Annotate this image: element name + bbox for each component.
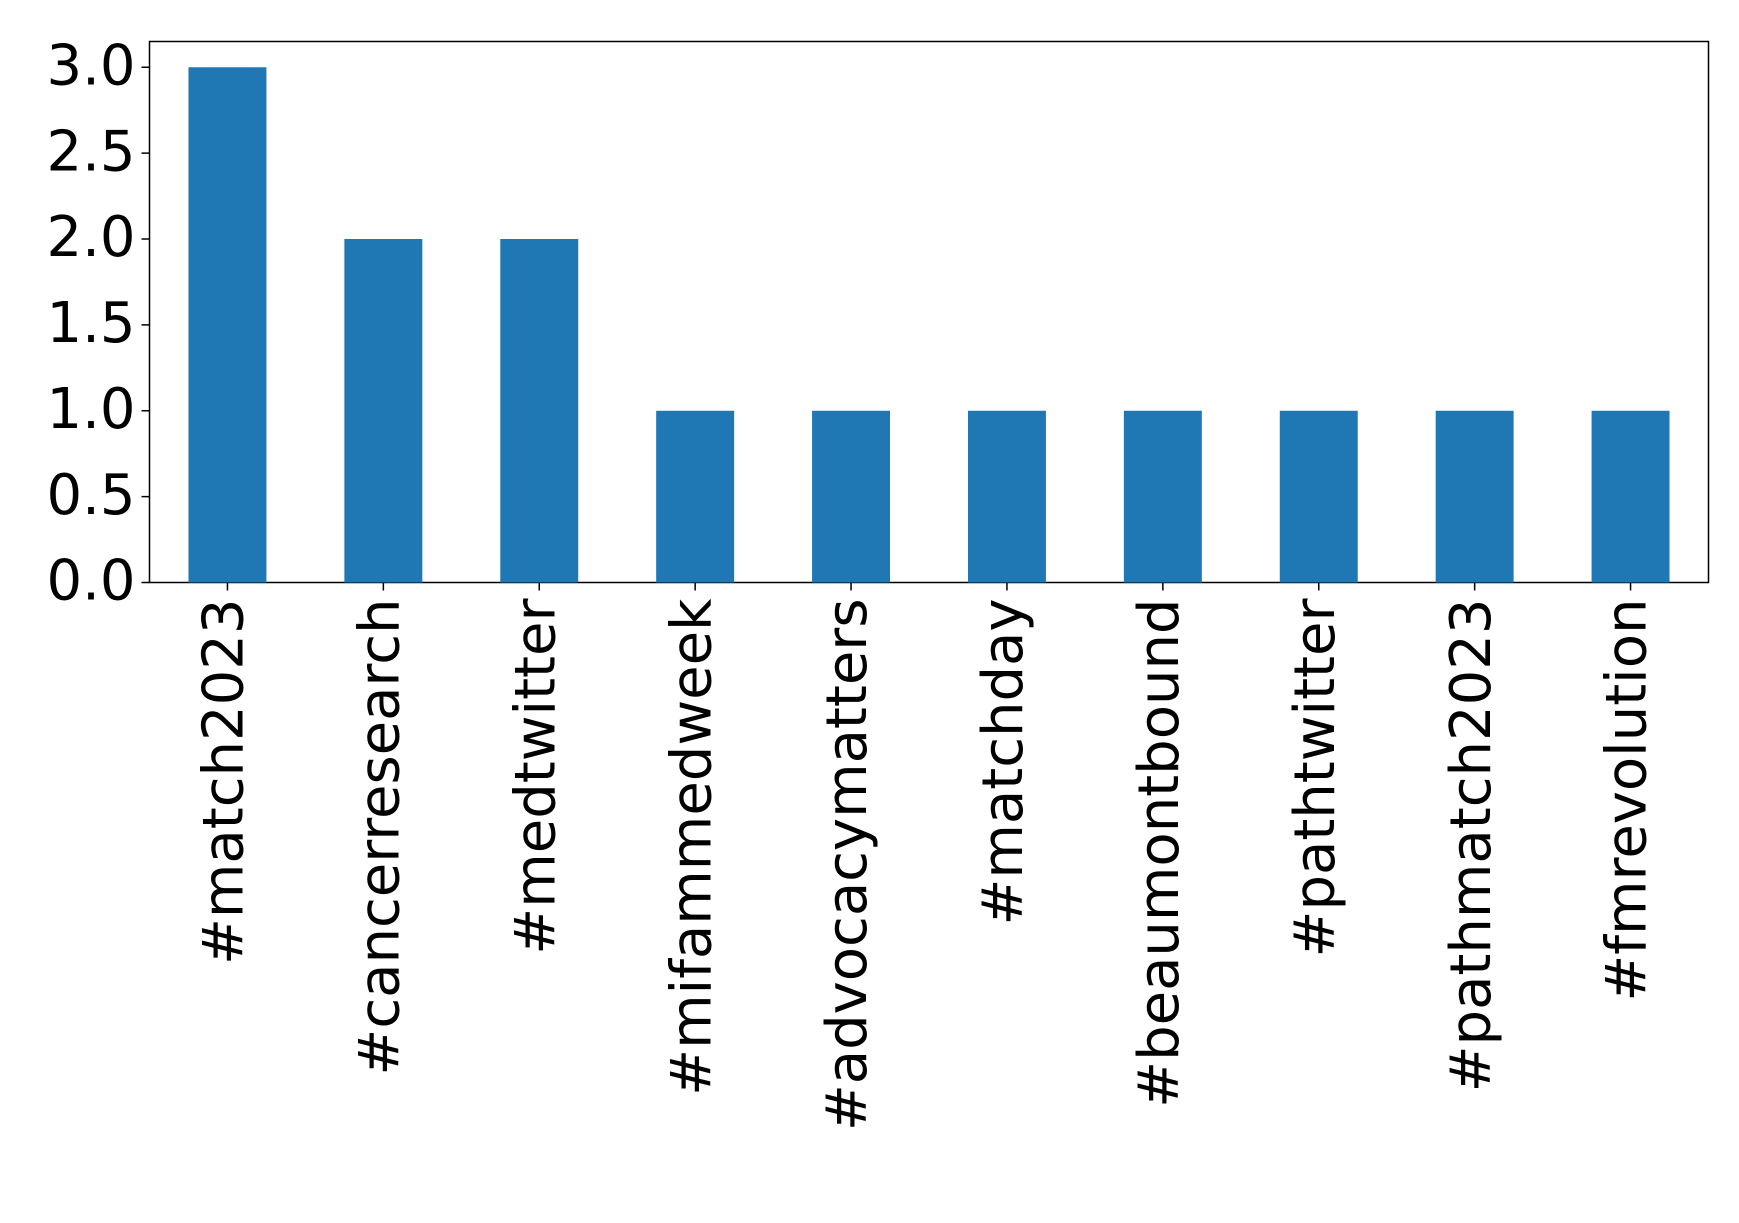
bar (656, 410, 735, 583)
y-tick-label: 3.0 (46, 33, 135, 98)
y-tick-label: 0.0 (46, 549, 135, 614)
bar (344, 239, 423, 583)
x-tick-label: #medtwitter (503, 598, 568, 955)
x-tick-label: #match2023 (192, 599, 257, 966)
bar (188, 67, 267, 583)
bar (500, 239, 579, 583)
y-tick-label: 2.5 (46, 119, 135, 184)
x-tick-label: #fmrevolution (1595, 599, 1660, 1002)
x-tick-label: #advocacymatters (815, 599, 880, 1132)
y-tick-label: 2.0 (46, 205, 135, 270)
y-tick-label: 1.5 (46, 291, 135, 356)
bar (1123, 410, 1202, 583)
x-tick-label: #pathmatch2023 (1439, 599, 1504, 1093)
x-tick-label: #beaumontbound (1127, 599, 1192, 1108)
bar (1435, 410, 1514, 583)
x-tick-label: #mifammedweek (659, 598, 724, 1096)
y-tick-label: 1.0 (46, 377, 135, 442)
plot-frame (148, 40, 1710, 584)
x-tick-label: #matchday (971, 598, 1036, 925)
bar (1279, 410, 1358, 583)
y-tick-label: 0.5 (46, 463, 135, 528)
bar (1591, 410, 1670, 583)
bar (967, 410, 1046, 583)
x-tick-label: #pathtwitter (1283, 598, 1348, 958)
x-tick-label: #cancerresearch (347, 599, 412, 1076)
bar (812, 410, 891, 583)
